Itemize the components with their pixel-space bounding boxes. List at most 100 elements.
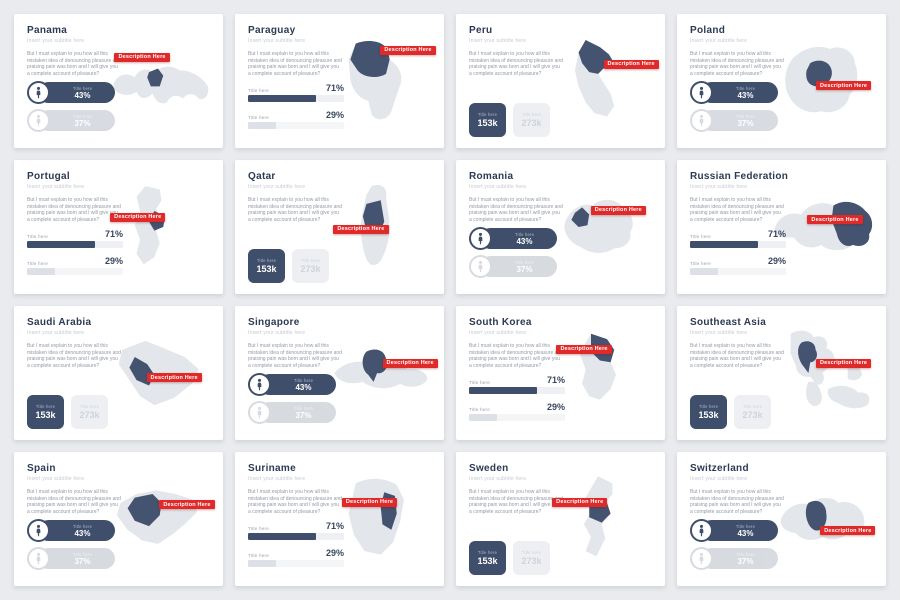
country-title: Switzerland	[690, 463, 749, 474]
country-map-svg	[583, 476, 613, 557]
stat-box-secondary: Title here 273k	[71, 395, 108, 429]
stat-value: 71%	[325, 83, 344, 93]
bar-track	[248, 533, 344, 540]
slide-card-peru[interactable]: Peru Insert your subtitle here But I mus…	[456, 14, 665, 148]
slide-card-southeast_asia[interactable]: Southeast Asia Insert your subtitle here…	[677, 306, 886, 440]
stat-title-label: Title here	[248, 553, 269, 558]
country-map-svg	[780, 497, 865, 540]
stat-pill-body: Title here 43%	[38, 520, 115, 541]
stat-pill-body: Title here 37%	[480, 256, 557, 277]
slide-card-saudi[interactable]: Saudi Arabia Insert your subtitle here B…	[14, 306, 223, 440]
country-map-svg	[134, 186, 166, 265]
card-stats: Title here 153k Title here 273k	[27, 395, 123, 429]
stat-value: 37%	[295, 410, 312, 420]
card-subtitle: Insert your subtitle here	[469, 330, 527, 336]
card-subtitle: Insert your subtitle here	[469, 184, 527, 190]
highlighted-region	[362, 349, 388, 382]
card-subtitle: Insert your subtitle here	[248, 476, 306, 482]
stat-title-label: Title here	[300, 258, 321, 263]
highlighted-region	[589, 502, 611, 523]
country-title: Paraguay	[248, 25, 296, 36]
country-map: Description Here	[108, 314, 215, 432]
card-subtitle: Insert your subtitle here	[27, 330, 85, 336]
slide-card-qatar[interactable]: Qatar Insert your subtitle here But I mu…	[235, 160, 444, 294]
slide-card-spain[interactable]: Spain Insert your subtitle here But I mu…	[14, 452, 223, 586]
slide-card-panama[interactable]: Panama Insert your subtitle here But I m…	[14, 14, 223, 148]
card-stats: Title here 153k Title here 273k	[469, 541, 565, 575]
stat-bar-primary: Title here 71%	[27, 229, 123, 248]
card-stats: Title here 43% Title here 37%	[248, 373, 344, 429]
stat-bar-secondary: Title here 29%	[248, 548, 344, 567]
slide-card-south_korea[interactable]: South Korea Insert your subtitle here Bu…	[456, 306, 665, 440]
bar-fill	[248, 95, 317, 102]
country-map-svg	[348, 478, 404, 555]
country-map: Description Here	[108, 460, 215, 578]
stat-title-label: Title here	[248, 115, 269, 120]
stat-value: 29%	[546, 402, 565, 412]
card-body-text: But I must explain to you how all this m…	[690, 343, 784, 369]
stat-value: 43%	[516, 236, 533, 246]
description-tag: Description Here	[146, 373, 202, 382]
stat-title-label: Title here	[735, 523, 756, 529]
bar-track	[690, 241, 786, 248]
person-icon	[248, 401, 271, 424]
slide-card-paraguay[interactable]: Paraguay Insert your subtitle here But I…	[235, 14, 444, 148]
slide-card-sweden[interactable]: Sweden Insert your subtitle here But I m…	[456, 452, 665, 586]
card-stats: Title here 43% Title here 37%	[690, 81, 786, 137]
stat-pill-primary: Title here 43%	[27, 519, 115, 542]
person-icon	[469, 255, 492, 278]
stat-title-label: Title here	[72, 85, 93, 91]
card-stats: Title here 43% Title here 37%	[27, 81, 123, 137]
bar-track	[248, 560, 344, 567]
highlighted-region	[798, 341, 818, 373]
stat-pill-body: Title here 37%	[701, 110, 778, 131]
card-stats: Title here 71% Title here 29%	[27, 229, 123, 283]
stat-value: 71%	[104, 229, 123, 239]
stat-pill-body: Title here 43%	[480, 228, 557, 249]
stat-title-label: Title here	[256, 258, 277, 263]
card-body-text: But I must explain to you how all this m…	[690, 197, 784, 223]
stat-pill-body: Title here 37%	[38, 548, 115, 569]
country-map-svg	[116, 490, 198, 544]
bar-fill	[248, 122, 276, 129]
slide-card-poland[interactable]: Poland Insert your subtitle here But I m…	[677, 14, 886, 148]
stat-value: 29%	[325, 548, 344, 558]
stat-title-label: Title here	[735, 551, 756, 557]
slide-card-russia[interactable]: Russian Federation Insert your subtitle …	[677, 160, 886, 294]
description-tag: Description Here	[590, 205, 646, 215]
card-stats: Title here 43% Title here 37%	[469, 227, 565, 283]
slide-card-switzerland[interactable]: Switzerland Insert your subtitle here Bu…	[677, 452, 886, 586]
stat-title-label: Title here	[521, 112, 542, 117]
bar-track	[469, 387, 565, 394]
card-body-text: But I must explain to you how all this m…	[27, 51, 121, 77]
country-map: Description Here	[771, 460, 878, 578]
card-body-text: But I must explain to you how all this m…	[27, 197, 121, 223]
stat-pill-body: Title here 43%	[38, 82, 115, 103]
country-title: Qatar	[248, 171, 276, 182]
description-tag: Description Here	[333, 224, 389, 234]
description-tag: Description Here	[159, 500, 215, 510]
card-subtitle: Insert your subtitle here	[248, 184, 306, 190]
stat-title-label: Title here	[248, 526, 269, 531]
stat-pill-primary: Title here 43%	[248, 373, 336, 396]
card-subtitle: Insert your subtitle here	[469, 38, 527, 44]
stat-pill-secondary: Title here 37%	[248, 401, 336, 424]
description-tag: Description Here	[382, 358, 438, 368]
stat-value: 43%	[74, 90, 91, 100]
stat-pills: Title here 43% Title here 37%	[469, 227, 565, 278]
slide-card-romania[interactable]: Romania Insert your subtitle here But I …	[456, 160, 665, 294]
stat-box-secondary: Title here 273k	[292, 249, 329, 283]
stat-value: 153k	[256, 264, 277, 274]
stat-title-label: Title here	[477, 550, 498, 555]
card-stats: Title here 153k Title here 273k	[469, 103, 565, 137]
stat-value: 37%	[74, 118, 91, 128]
card-body-text: But I must explain to you how all this m…	[469, 489, 563, 515]
stat-value: 29%	[325, 110, 344, 120]
description-tag: Description Here	[603, 59, 659, 69]
stat-value: 273k	[521, 118, 542, 128]
slide-card-portugal[interactable]: Portugal Insert your subtitle here But I…	[14, 160, 223, 294]
slide-card-suriname[interactable]: Suriname Insert your subtitle here But I…	[235, 452, 444, 586]
slide-card-singapore[interactable]: Singapore Insert your subtitle here But …	[235, 306, 444, 440]
stat-title-label: Title here	[521, 550, 542, 555]
